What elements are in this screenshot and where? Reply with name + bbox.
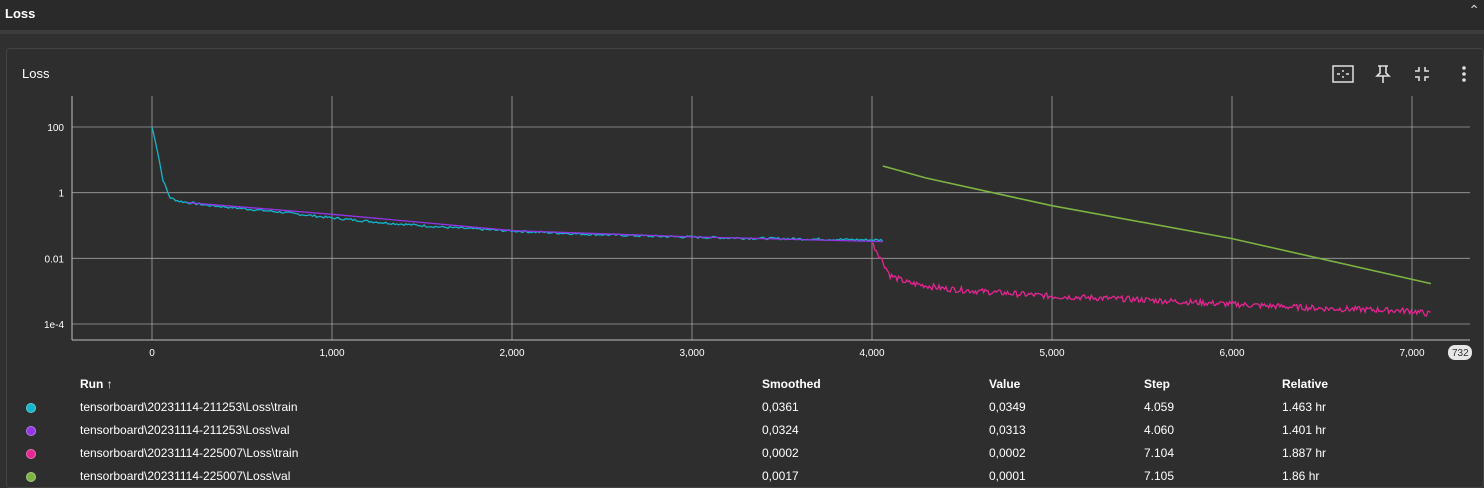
smoothed-value: 0,0017 [762,469,799,483]
run-color-dot [26,449,36,459]
header-relative[interactable]: Relative [1282,377,1329,391]
section-header[interactable]: Loss ⌃ [0,0,1484,34]
series-line [882,165,1432,285]
x-tick-label: 4,000 [859,348,884,359]
run-color-dot [26,426,36,436]
x-tick-label: 3,000 [679,348,704,359]
table-row[interactable]: tensorboard\20231114-211253\Loss\val 0,0… [0,423,1484,441]
run-color-dot [26,403,36,413]
raw-value: 0,0001 [989,469,1026,483]
series-line [151,126,883,242]
raw-value: 0,0002 [989,446,1026,460]
step-value: 7.105 [1144,469,1175,483]
x-tick-label: 2,000 [499,348,524,359]
fit-domain-icon[interactable] [1331,62,1355,86]
run-name: tensorboard\20231114-211253\Loss\train [80,400,298,414]
table-row[interactable]: tensorboard\20231114-225007\Loss\val 0,0… [0,469,1484,487]
table-row[interactable]: tensorboard\20231114-225007\Loss\train 0… [0,446,1484,464]
table-row[interactable]: tensorboard\20231114-211253\Loss\train 0… [0,400,1484,418]
more-vert-icon[interactable] [1452,62,1476,86]
series-line [187,201,883,243]
run-name: tensorboard\20231114-225007\Loss\val [80,469,291,483]
run-name: tensorboard\20231114-225007\Loss\train [80,446,299,460]
x-tick-label: 5,000 [1039,348,1064,359]
raw-value: 0,0349 [989,400,1026,414]
smoothed-value: 0,0324 [762,423,799,437]
x-tick-label: 1,000 [319,348,344,359]
relative-time: 1.463 hr [1282,400,1327,414]
run-name: tensorboard\20231114-211253\Loss\val [80,423,290,437]
header-smoothed[interactable]: Smoothed [762,377,821,391]
y-tick-label: 1e-4 [44,320,64,331]
pin-icon[interactable] [1371,62,1395,86]
run-color-dot [26,472,36,482]
y-tick-label: 0.01 [45,254,65,265]
smoothed-value: 0,0361 [762,400,799,414]
y-tick-label: 1 [58,189,64,200]
x-tick-label: 6,000 [1219,348,1244,359]
card-title: Loss [22,66,50,81]
relative-time: 1.401 hr [1282,423,1327,437]
header-step[interactable]: Step [1144,377,1171,391]
series-line [871,242,1431,317]
loss-chart[interactable]: 0 1,000 2,000 3,000 4,000 5,000 6,000 7,000 100 1… [0,0,1484,372]
table-header: Run ↑ Smoothed Value Step Relative [0,377,1484,391]
step-value: 7.104 [1144,446,1175,460]
fullscreen-exit-icon[interactable] [1410,62,1434,86]
smoothed-value: 0,0002 [762,446,799,460]
section-title: Loss [5,6,36,21]
header-run[interactable]: Run ↑ [80,377,113,391]
x-extent-badge [1448,345,1472,360]
header-value[interactable]: Value [989,377,1021,391]
chevron-up-icon[interactable]: ⌃ [1468,2,1480,18]
relative-time: 1.887 hr [1282,446,1327,460]
chart-card [6,48,1484,488]
x-tick-label: 0 [149,348,155,359]
x-extent-label: 732 [1452,348,1469,359]
raw-value: 0,0313 [989,423,1026,437]
relative-time: 1.86 hr [1282,469,1320,483]
x-tick-label: 7,000 [1399,348,1424,359]
y-tick-label: 100 [47,123,64,134]
step-value: 4.059 [1144,400,1175,414]
step-value: 4.060 [1144,423,1175,437]
